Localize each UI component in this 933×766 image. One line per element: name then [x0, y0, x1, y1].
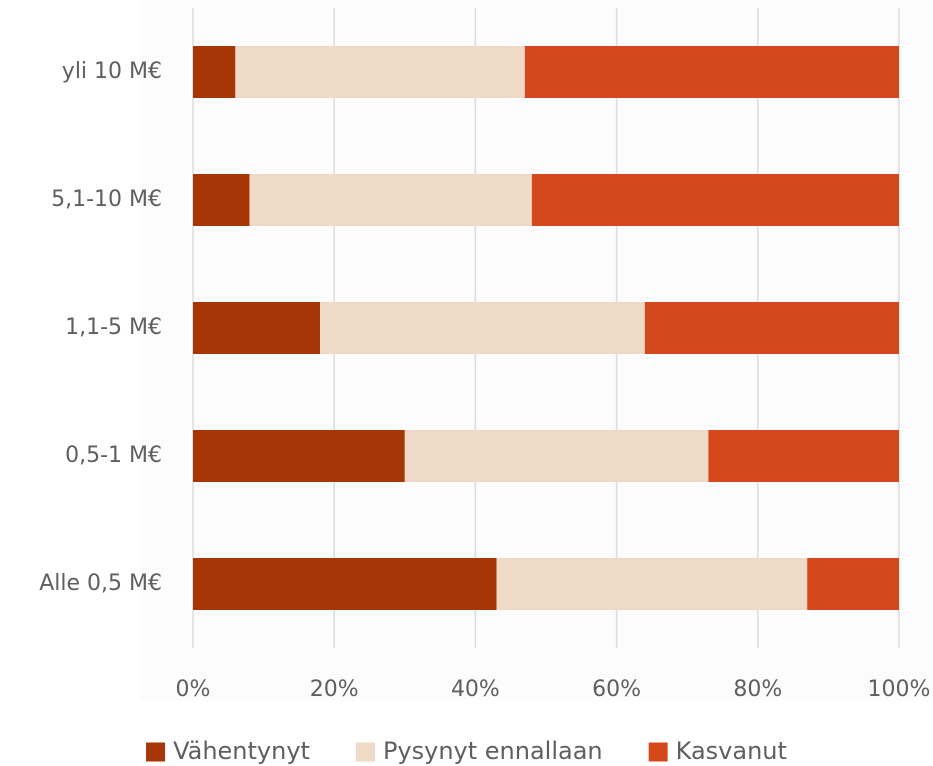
- legend-label: Vähentynyt: [173, 737, 310, 765]
- x-tick-label: 20%: [310, 677, 359, 702]
- bar-segment: [193, 302, 321, 354]
- bar-segment: [531, 174, 899, 226]
- bar-segment: [496, 558, 808, 610]
- category-label: yli 10 M€: [62, 59, 162, 84]
- bar-segment: [193, 46, 236, 98]
- x-tick-label: 0%: [176, 677, 211, 702]
- legend-swatch: [648, 742, 668, 762]
- category-label: 1,1-5 M€: [65, 315, 162, 340]
- bar-segment: [807, 558, 899, 610]
- bar-segment: [193, 430, 405, 482]
- category-label: Alle 0,5 M€: [39, 571, 162, 596]
- bar-segment: [193, 174, 250, 226]
- bar-segment: [708, 430, 899, 482]
- bar-segment: [249, 174, 532, 226]
- legend-swatch: [355, 742, 375, 762]
- category-labels: yli 10 M€ 5,1-10 M€ 1,1-5 M€ 0,5-1 M€ Alle 0…: [39, 59, 162, 596]
- category-label: 5,1-10 M€: [51, 187, 162, 212]
- x-tick-label: 80%: [733, 677, 782, 702]
- bars: [193, 46, 899, 610]
- category-label: 0,5-1 M€: [65, 443, 162, 468]
- x-tick-label: 100%: [868, 677, 931, 702]
- legend-swatch: [146, 742, 166, 762]
- bar-segment: [644, 302, 899, 354]
- legend: Vähentynyt Pysynyt ennallaan Kasvanut: [146, 737, 787, 765]
- x-tick-label: 40%: [451, 677, 500, 702]
- x-tick-labels: 0% 20% 40% 60% 80% 100%: [176, 677, 931, 702]
- x-tick-label: 60%: [592, 677, 641, 702]
- legend-label: Kasvanut: [676, 737, 787, 765]
- bar-segment: [235, 46, 525, 98]
- legend-label: Pysynyt ennallaan: [383, 737, 603, 765]
- bar-segment: [320, 302, 645, 354]
- bar-segment: [404, 430, 709, 482]
- bar-segment: [193, 558, 497, 610]
- bar-segment: [524, 46, 899, 98]
